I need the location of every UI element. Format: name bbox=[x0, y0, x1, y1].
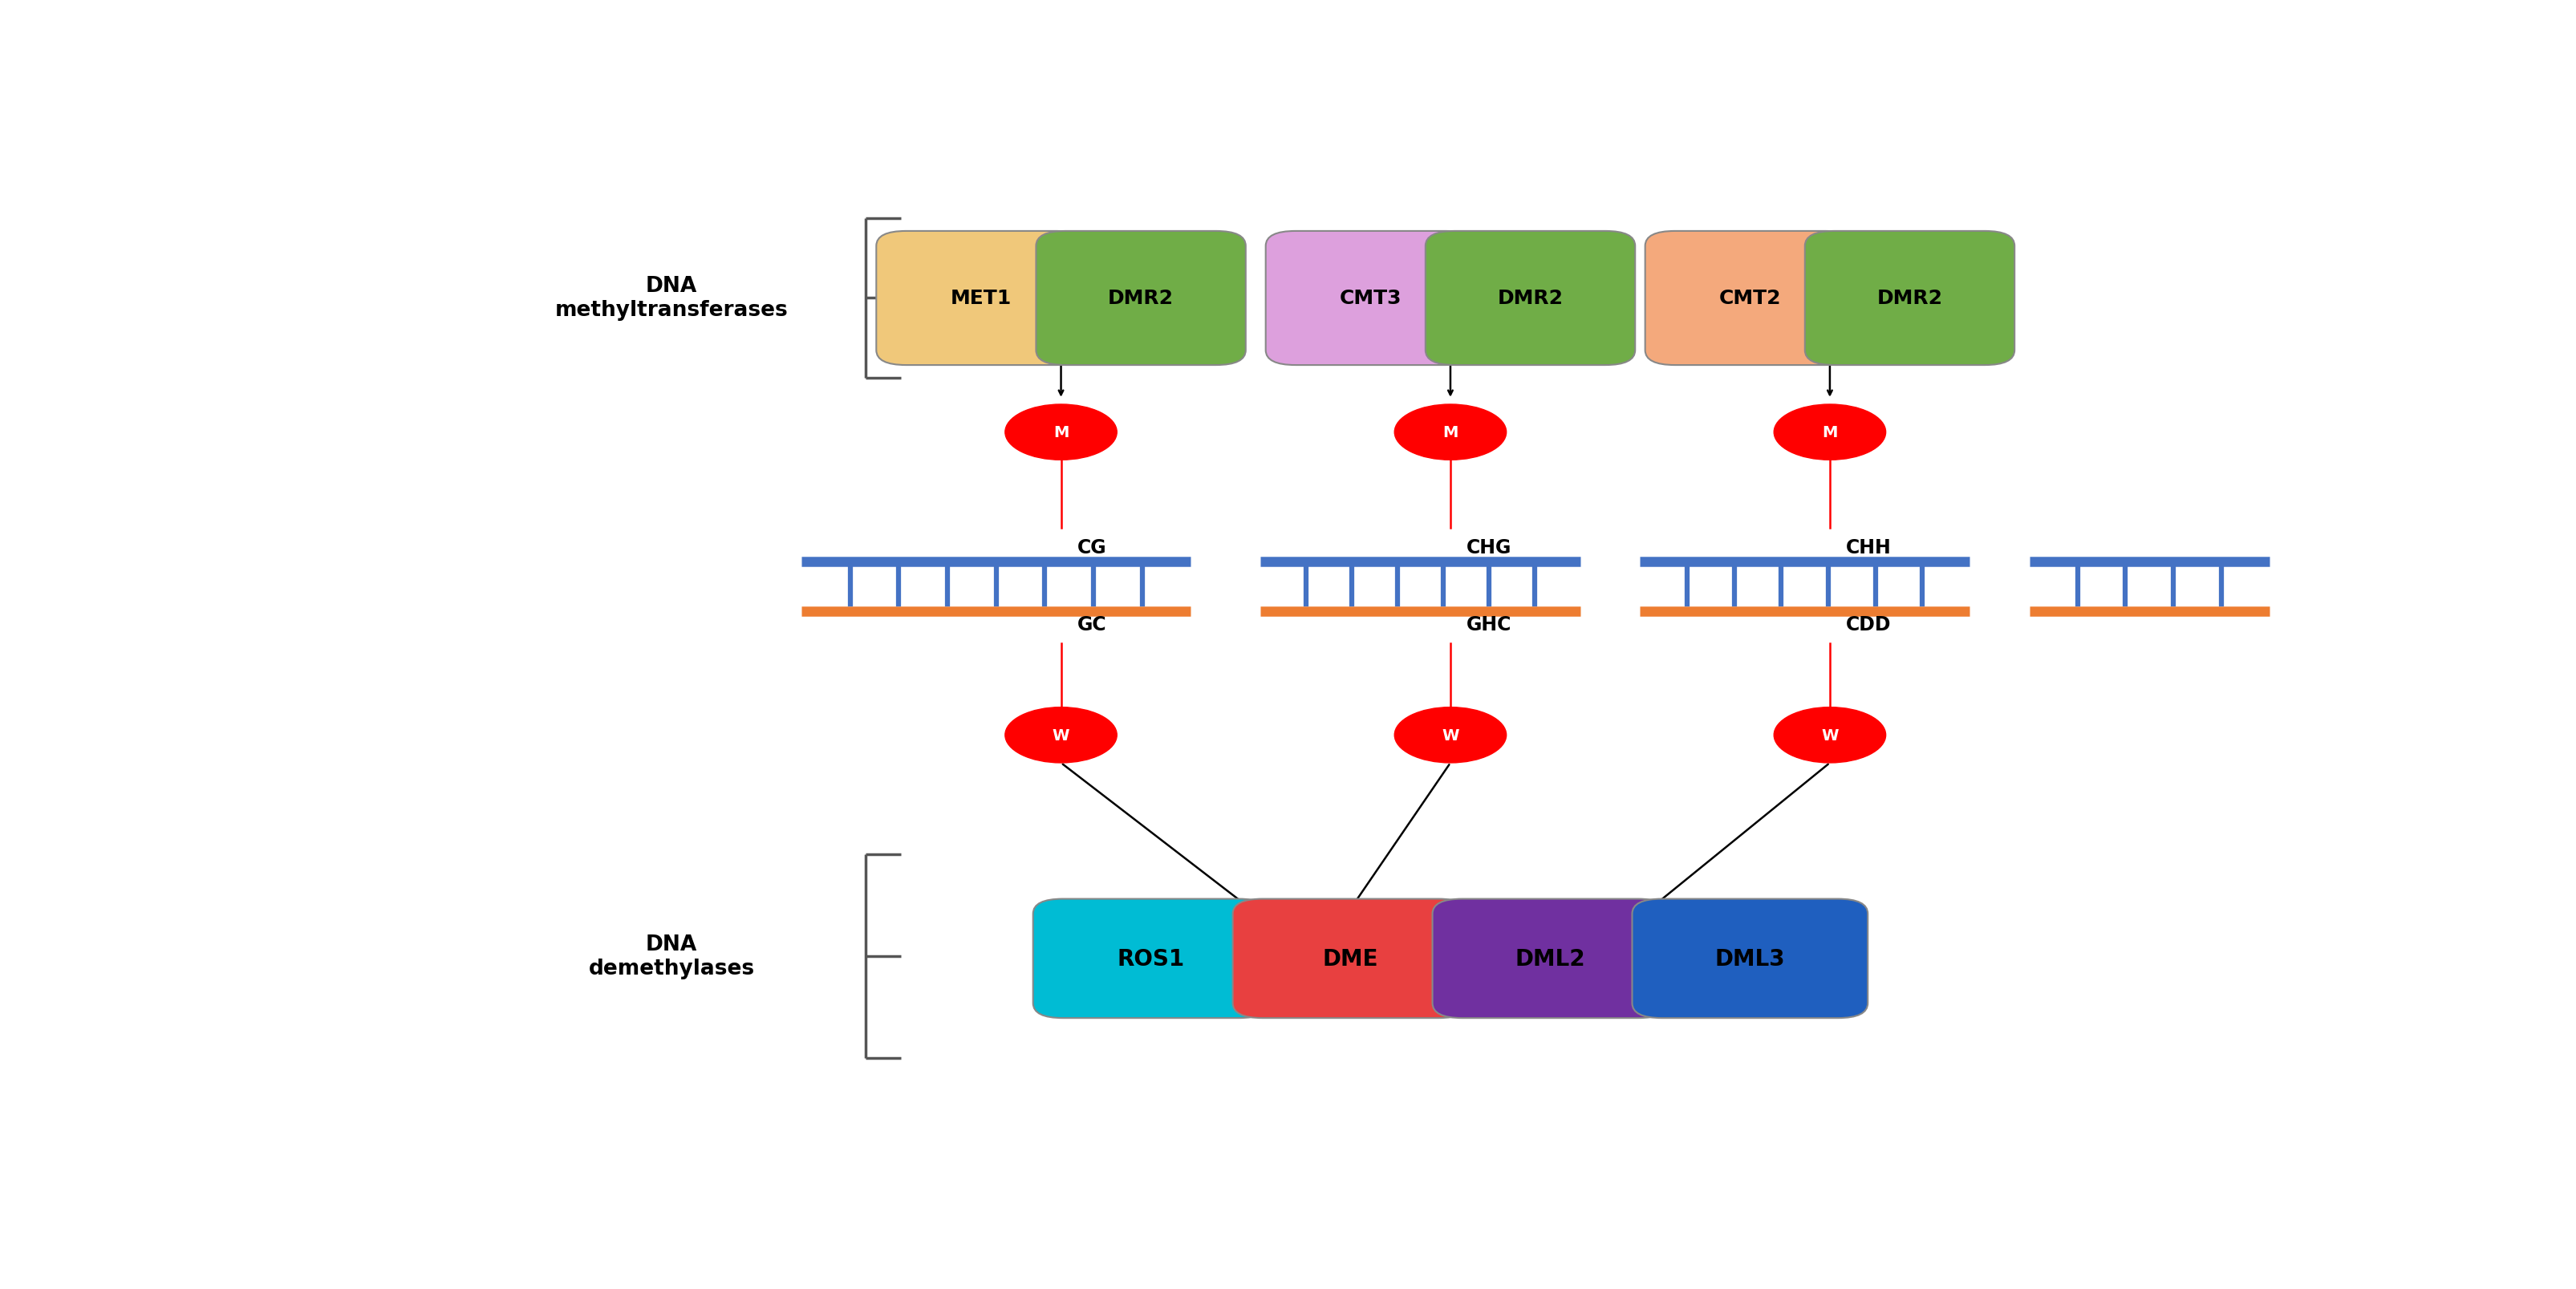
Circle shape bbox=[1005, 708, 1115, 763]
Circle shape bbox=[1394, 405, 1507, 460]
Text: CHH: CHH bbox=[1844, 538, 1891, 557]
FancyBboxPatch shape bbox=[1803, 232, 2014, 366]
Text: CMT3: CMT3 bbox=[1340, 289, 1401, 308]
Text: MET1: MET1 bbox=[951, 289, 1012, 308]
Text: DMR2: DMR2 bbox=[1108, 289, 1175, 308]
Text: GC: GC bbox=[1077, 615, 1105, 634]
Text: DML3: DML3 bbox=[1713, 947, 1785, 969]
FancyBboxPatch shape bbox=[876, 232, 1084, 366]
FancyBboxPatch shape bbox=[1231, 900, 1468, 1018]
FancyBboxPatch shape bbox=[1425, 232, 1636, 366]
Text: DNA
methyltransferases: DNA methyltransferases bbox=[554, 276, 788, 321]
Text: DML2: DML2 bbox=[1515, 947, 1584, 969]
Text: W: W bbox=[1443, 728, 1458, 742]
Text: M: M bbox=[1054, 425, 1069, 441]
FancyBboxPatch shape bbox=[1033, 900, 1267, 1018]
FancyBboxPatch shape bbox=[1643, 232, 1855, 366]
Circle shape bbox=[1394, 708, 1507, 763]
Text: CMT2: CMT2 bbox=[1718, 289, 1780, 308]
Text: W: W bbox=[1821, 728, 1837, 742]
Text: DNA
demethylases: DNA demethylases bbox=[587, 935, 755, 980]
Circle shape bbox=[1772, 405, 1886, 460]
FancyBboxPatch shape bbox=[1432, 900, 1667, 1018]
Text: DMR2: DMR2 bbox=[1497, 289, 1564, 308]
Text: M: M bbox=[1821, 425, 1837, 441]
Text: W: W bbox=[1051, 728, 1069, 742]
Text: CDD: CDD bbox=[1844, 615, 1891, 634]
Text: CG: CG bbox=[1077, 538, 1105, 557]
FancyBboxPatch shape bbox=[1036, 232, 1244, 366]
Text: DME: DME bbox=[1321, 947, 1378, 969]
Text: M: M bbox=[1443, 425, 1458, 441]
Circle shape bbox=[1005, 405, 1115, 460]
Text: ROS1: ROS1 bbox=[1118, 947, 1185, 969]
Text: CHG: CHG bbox=[1466, 538, 1512, 557]
Text: GHC: GHC bbox=[1466, 615, 1512, 634]
Circle shape bbox=[1772, 708, 1886, 763]
Text: DMR2: DMR2 bbox=[1875, 289, 1942, 308]
FancyBboxPatch shape bbox=[1631, 900, 1868, 1018]
FancyBboxPatch shape bbox=[1265, 232, 1476, 366]
